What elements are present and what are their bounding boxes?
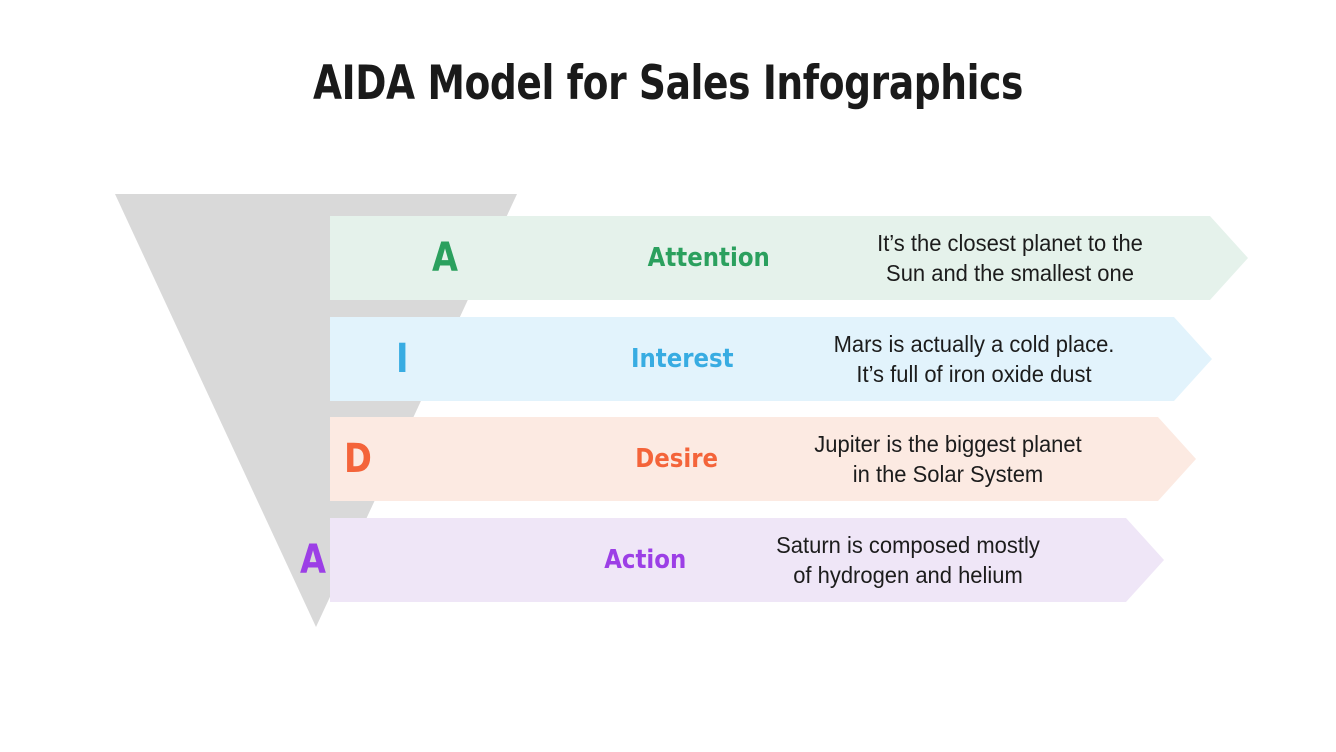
funnel-stage-row-interest[interactable]: I Interest Mars is actually a cold place…: [330, 317, 1212, 401]
stage-label-action: Action: [603, 545, 686, 575]
stage-letter-interest: I: [396, 336, 409, 382]
stage-bar-desire-shape: [330, 417, 1196, 501]
stage-description-action: Saturn is composed mostly of hydrogen an…: [727, 518, 1090, 602]
funnel-stage-row-desire[interactable]: D Desire Jupiter is the biggest planet i…: [330, 417, 1196, 501]
stage-bar-interest-shape: [330, 317, 1212, 401]
stage-description-line-1: It’s the closest planet to the: [877, 230, 1143, 256]
stage-label-attention: Attention: [647, 243, 770, 273]
stage-letter-attention: A: [432, 235, 459, 281]
stage-description-line-2: of hydrogen and helium: [793, 562, 1023, 588]
stage-description-interest: Mars is actually a cold place. It’s full…: [793, 317, 1156, 401]
stage-label-interest: Interest: [631, 344, 734, 374]
stage-bar-interest: [330, 317, 1212, 401]
stage-bar-action: [330, 518, 1164, 602]
stage-bar-action-shape: [330, 518, 1164, 602]
stage-bar-desire: [330, 417, 1196, 501]
page-title: AIDA Model for Sales Infographics: [312, 56, 1024, 111]
funnel-stage-row-action[interactable]: A Action Saturn is composed mostly of hy…: [300, 518, 1164, 602]
stage-letter-action: A: [300, 537, 327, 583]
funnel-triangle-shape: [115, 194, 517, 627]
stage-description-line-2: in the Solar System: [852, 461, 1044, 487]
stage-description-line-1: Saturn is composed mostly: [776, 532, 1040, 558]
funnel-stage-row-attention[interactable]: A Attention It’s the closest planet to t…: [330, 216, 1248, 300]
stage-description-line-2: It’s full of iron oxide dust: [856, 361, 1092, 387]
stage-letter-desire: D: [344, 436, 372, 482]
stage-description-attention: It’s the closest planet to the Sun and t…: [829, 216, 1192, 300]
stage-description-line-1: Mars is actually a cold place.: [833, 331, 1115, 357]
stage-bar-attention: [330, 216, 1248, 300]
stage-label-desire: Desire: [635, 444, 718, 474]
stage-bar-attention-shape: [330, 216, 1248, 300]
stage-description-line-2: Sun and the smallest one: [886, 260, 1134, 286]
stage-description-desire: Jupiter is the biggest planet in the Sol…: [767, 417, 1130, 501]
stage-description-line-1: Jupiter is the biggest planet: [814, 431, 1082, 457]
